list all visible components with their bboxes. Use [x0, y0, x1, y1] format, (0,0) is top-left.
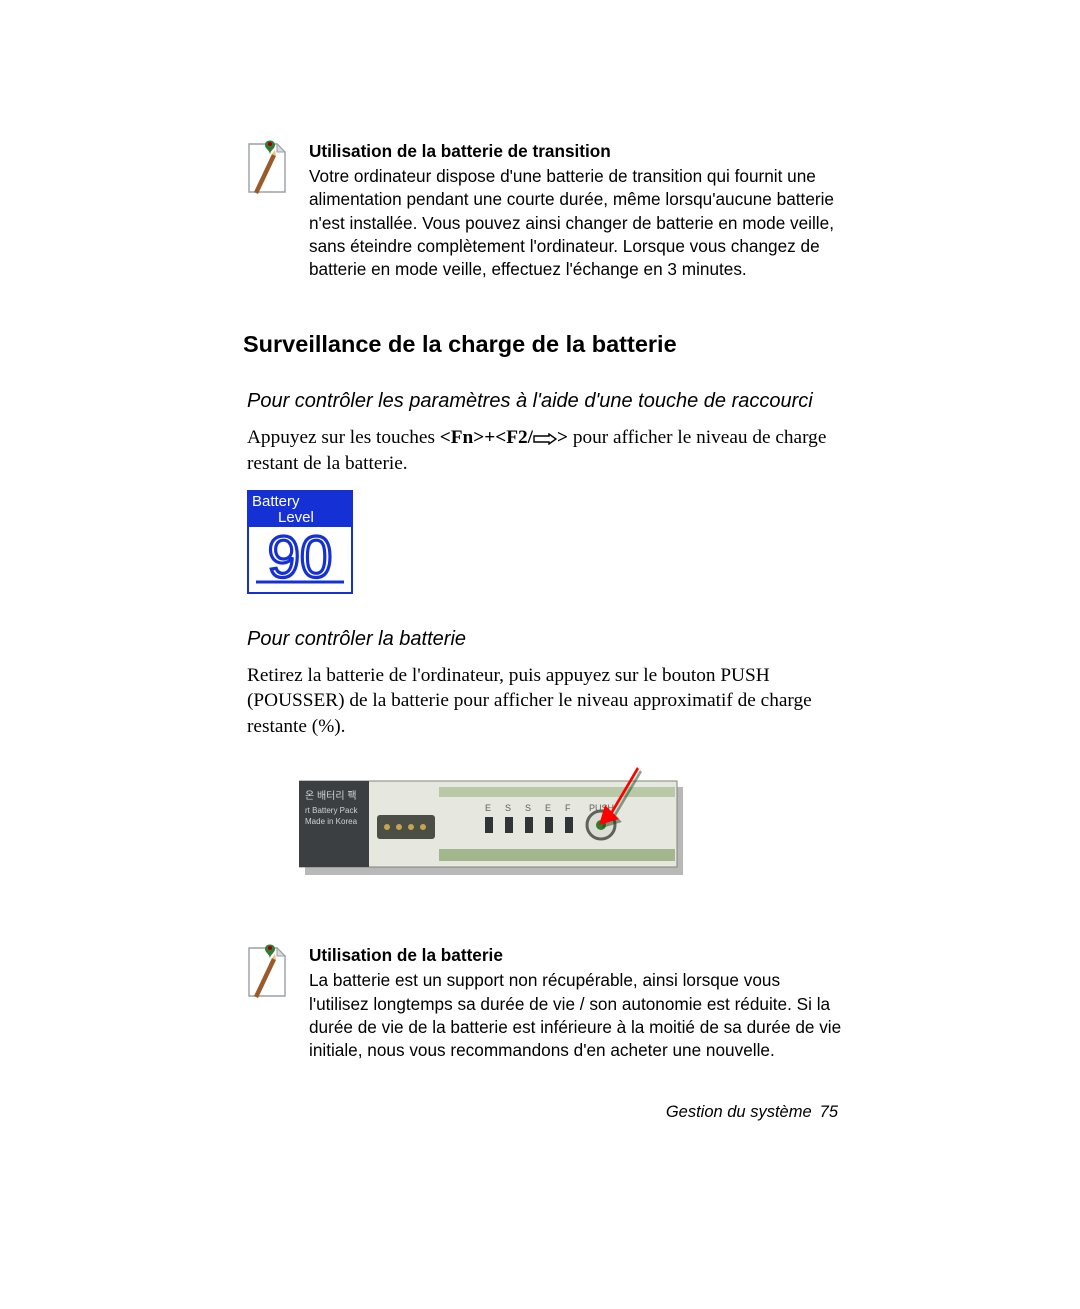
footer-page-number: 75: [820, 1103, 838, 1121]
svg-text:Made in Korea: Made in Korea: [305, 817, 358, 826]
note-battery-usage: Utilisation de la batterie La batterie e…: [243, 944, 842, 1062]
battery-level-line2: Level: [278, 510, 349, 526]
arrow-right-icon: [533, 427, 557, 448]
svg-text:S: S: [505, 803, 511, 813]
control-battery-paragraph: Retirez la batterie de l'ordinateur, pui…: [247, 663, 842, 739]
note-transition-battery: Utilisation de la batterie de transition…: [243, 140, 842, 281]
battery-photo: 온 배터리 팩 rt Battery Pack Made in Korea E …: [299, 767, 842, 884]
battery-level-indicator: Battery Level 90: [247, 490, 353, 594]
battery-level-title: Battery Level: [249, 492, 351, 527]
svg-text:rt Battery Pack: rt Battery Pack: [305, 806, 358, 815]
svg-text:E: E: [545, 803, 551, 813]
section-heading: Surveillance de la charge de la batterie: [243, 331, 842, 358]
subheading-control-battery: Pour contrôler la batterie: [247, 628, 842, 651]
note-text: Utilisation de la batterie La batterie e…: [309, 944, 842, 1062]
svg-text:E: E: [485, 803, 491, 813]
subheading-shortcut: Pour contrôler les paramètres à l'aide d…: [247, 390, 842, 413]
page-footer: Gestion du système 75: [666, 1103, 838, 1122]
note-body: La batterie est un support non récupérab…: [309, 969, 842, 1062]
note-title: Utilisation de la batterie: [309, 944, 842, 967]
footer-section: Gestion du système: [666, 1103, 812, 1121]
note-icon: [243, 944, 291, 1000]
note-icon: [243, 140, 291, 196]
page-content: Utilisation de la batterie de transition…: [247, 140, 842, 1062]
battery-level-value: 90: [249, 527, 351, 592]
battery-level-digits: 90: [268, 527, 333, 585]
svg-text:온 배터리 팩: 온 배터리 팩: [305, 790, 357, 802]
note-title: Utilisation de la batterie de transition: [309, 140, 842, 163]
key-combo-end: >: [557, 427, 568, 448]
notepad-pencil-icon: [243, 944, 291, 1000]
note-body: Votre ordinateur dispose d'une batterie …: [309, 165, 842, 281]
notepad-pencil-icon: [243, 140, 291, 196]
key-combo: <Fn>+<F2/: [440, 427, 533, 448]
note-text: Utilisation de la batterie de transition…: [309, 140, 842, 281]
shortcut-paragraph: Appuyez sur les touches <Fn>+<F2/> pour …: [247, 425, 842, 476]
svg-text:S: S: [525, 803, 531, 813]
battery-level-line1: Battery: [252, 494, 349, 510]
para-text: Appuyez sur les touches: [247, 427, 440, 448]
svg-text:F: F: [565, 803, 571, 813]
